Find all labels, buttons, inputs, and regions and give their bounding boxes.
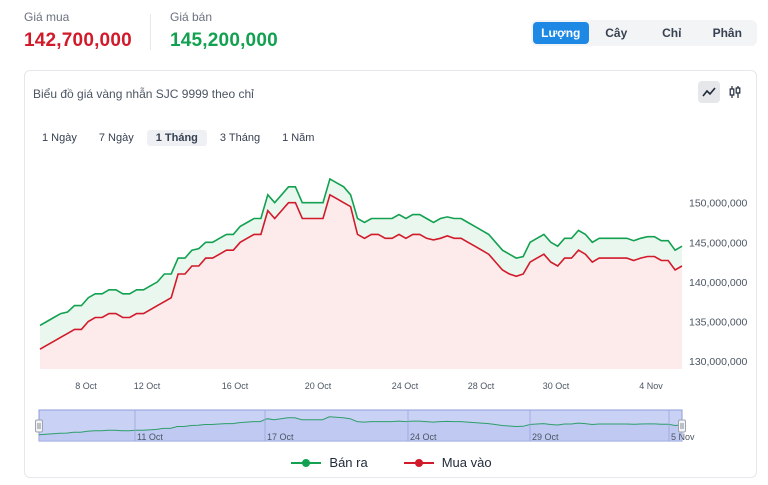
y-tick-label: 140,000,000	[689, 277, 748, 289]
navigator-line	[38, 416, 683, 436]
buy-price-block: Giá mua 142,700,000	[24, 10, 132, 52]
y-tick-label: 145,000,000	[689, 237, 748, 249]
candlestick-icon	[729, 86, 741, 98]
x-tick-label: 28 Oct	[468, 381, 495, 391]
x-tick-label: 16 Oct	[222, 381, 249, 391]
chart-card: Biểu đồ giá vàng nhẫn SJC 9999 theo chỉ …	[24, 70, 757, 478]
navigator-left-handle[interactable]	[35, 419, 43, 433]
tab-chi[interactable]: Chỉ	[662, 26, 682, 40]
sell-price-value: 145,200,000	[170, 30, 278, 51]
navigator-tick-label: 24 Oct	[410, 432, 437, 442]
legend-buy-swatch	[403, 458, 434, 467]
range-tab-7-days[interactable]: 7 Ngày	[98, 132, 134, 144]
y-tick-label: 135,000,000	[689, 317, 748, 329]
chart-title: Biểu đồ giá vàng nhẫn SJC 9999 theo chỉ	[33, 87, 254, 101]
navigator-tick-label: 5 Nov	[671, 432, 695, 442]
y-tick-label: 150,000,000	[689, 198, 748, 210]
buy-price-value: 142,700,000	[24, 30, 132, 51]
legend-sell-label: Bán ra	[329, 455, 368, 470]
x-tick-label: 12 Oct	[134, 381, 161, 391]
navigator-right-handle[interactable]	[678, 419, 686, 433]
navigator-tick-label: 17 Oct	[267, 432, 294, 442]
range-tab-1-month[interactable]: 1 Tháng	[146, 130, 207, 146]
unit-tabs: Lượng Cây Chỉ Phân	[531, 20, 757, 46]
legend-sell[interactable]: Bán ra	[291, 455, 368, 470]
buy-area	[40, 194, 682, 369]
sell-price-label: Giá bán	[170, 10, 213, 24]
legend-buy[interactable]: Mua vào	[403, 455, 492, 470]
y-tick-label: 130,000,000	[689, 356, 748, 368]
tab-cay[interactable]: Cây	[605, 26, 628, 40]
x-tick-label: 24 Oct	[392, 381, 419, 391]
legend-sell-swatch	[291, 458, 322, 467]
price-header: Giá mua 142,700,000 Giá bán 145,200,000 …	[0, 0, 768, 66]
tab-luong[interactable]: Lượng	[533, 22, 589, 44]
buy-price-label: Giá mua	[24, 10, 70, 24]
navigator-tick-label: 11 Oct	[137, 432, 163, 442]
buy-series-line	[39, 193, 683, 350]
range-tab-3-months[interactable]: 3 Tháng	[219, 132, 261, 144]
line-chart-button[interactable]	[698, 81, 720, 103]
legend-buy-label: Mua vào	[441, 455, 492, 470]
tab-phan[interactable]: Phân	[712, 26, 742, 40]
chart-legend: Bán ra Mua vào	[25, 455, 758, 470]
navigator-tick-label: 29 Oct	[532, 432, 559, 442]
chart-type-buttons	[698, 81, 746, 103]
x-tick-label: 30 Oct	[543, 381, 570, 391]
sell-series-line	[39, 177, 683, 327]
candlestick-button[interactable]	[724, 81, 746, 103]
line-chart-icon	[702, 87, 716, 97]
range-tabs: 1 Ngày 7 Ngày 1 Tháng 3 Tháng 1 Năm	[33, 130, 323, 146]
range-tab-1-day[interactable]: 1 Ngày	[42, 132, 77, 144]
x-tick-label: 4 Nov	[639, 381, 663, 391]
header-divider	[150, 14, 151, 50]
x-tick-label: 20 Oct	[305, 381, 332, 391]
navigator-area	[39, 416, 682, 441]
sell-price-block: Giá bán 145,200,000	[170, 10, 278, 52]
price-chart: 130,000,000 135,000,000 140,000,000 145,000…	[35, 177, 748, 442]
range-tab-1-year[interactable]: 1 Năm	[282, 132, 315, 144]
x-tick-label: 8 Oct	[75, 381, 97, 391]
